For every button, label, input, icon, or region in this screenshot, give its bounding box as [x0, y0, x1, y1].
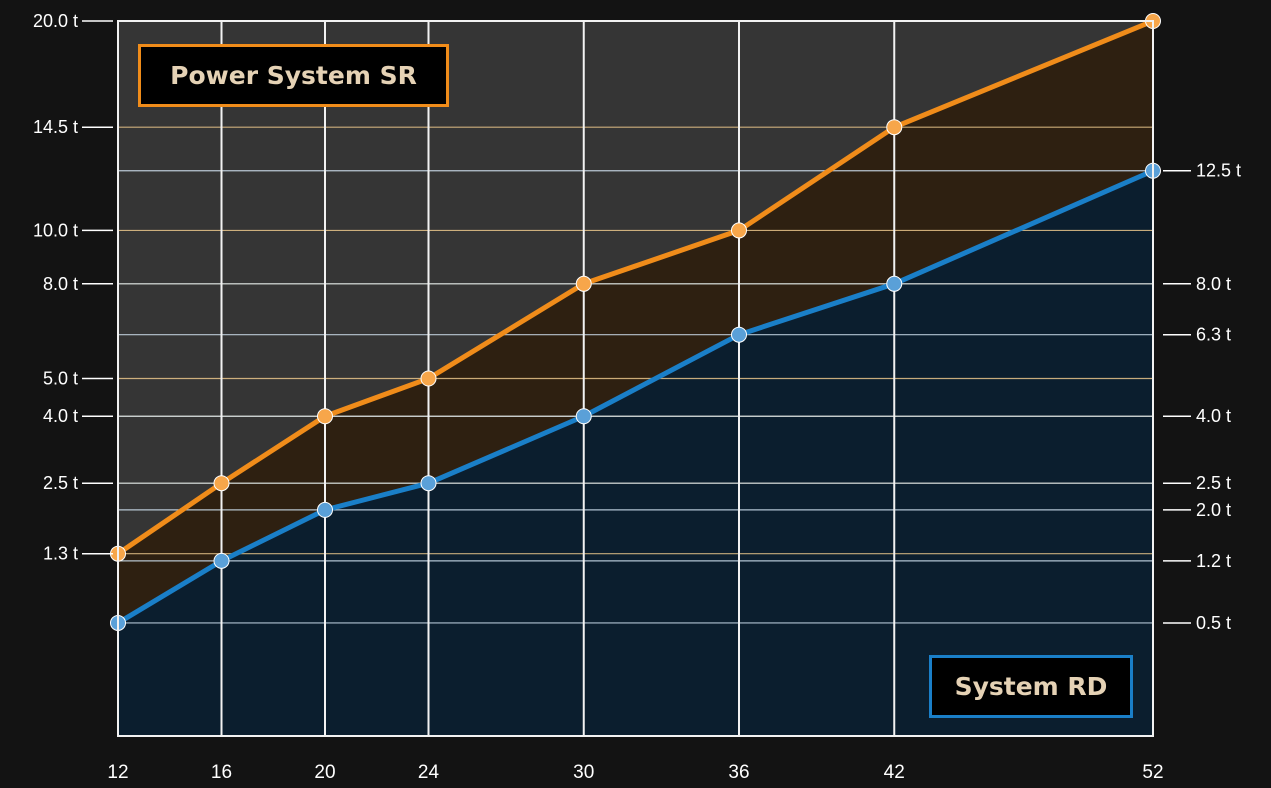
data-point-power-system-sr [575, 275, 592, 292]
legend-power-system-sr: Power System SR [138, 44, 449, 107]
x-tick-label: 52 [1142, 762, 1163, 783]
data-point-system-rd [317, 501, 333, 518]
legend-label-rd: System RD [954, 672, 1108, 701]
left-tick-label: 10.0 t [33, 220, 78, 240]
legend-system-rd: System RD [929, 655, 1133, 718]
data-point-power-system-sr [213, 475, 230, 492]
right-tick-label: 1.2 t [1196, 551, 1231, 571]
data-point-power-system-sr [317, 408, 333, 425]
legend-label-sr: Power System SR [170, 61, 417, 90]
right-tick-label: 0.5 t [1196, 613, 1231, 633]
data-point-system-rd [420, 475, 437, 492]
right-tick-label: 2.0 t [1196, 500, 1231, 520]
left-tick-label: 5.0 t [43, 369, 78, 389]
x-tick-label: 24 [418, 762, 440, 783]
data-point-power-system-sr [731, 222, 747, 239]
x-tick-label: 12 [107, 762, 128, 783]
left-tick-label: 8.0 t [43, 274, 78, 294]
data-point-system-rd [575, 408, 592, 425]
left-tick-label: 4.0 t [43, 406, 78, 426]
right-tick-label: 4.0 t [1196, 406, 1231, 426]
right-tick-label: 8.0 t [1196, 274, 1231, 294]
x-tick-label: 30 [573, 762, 594, 783]
series-line-power-system-sr [116, 18, 1154, 556]
data-point-system-rd [731, 326, 747, 343]
x-tick-label: 20 [314, 762, 335, 783]
data-point-system-rd [886, 275, 903, 292]
x-tick-label: 16 [211, 762, 232, 783]
data-point-power-system-sr [886, 119, 903, 136]
left-tick-label: 1.3 t [43, 544, 78, 564]
data-point-system-rd [213, 552, 230, 569]
right-tick-label: 2.5 t [1196, 473, 1231, 493]
left-tick-label: 14.5 t [33, 117, 78, 137]
x-tick-label: 42 [884, 762, 905, 783]
data-point-power-system-sr [420, 370, 437, 387]
right-tick-label: 6.3 t [1196, 325, 1231, 345]
plot-border [117, 20, 1154, 737]
x-tick-label: 36 [728, 762, 749, 783]
series-line-system-rd [116, 168, 1155, 626]
right-tick-label: 12.5 t [1196, 161, 1241, 181]
left-tick-label: 2.5 t [43, 473, 78, 493]
left-tick-label: 20.0 t [33, 11, 78, 31]
